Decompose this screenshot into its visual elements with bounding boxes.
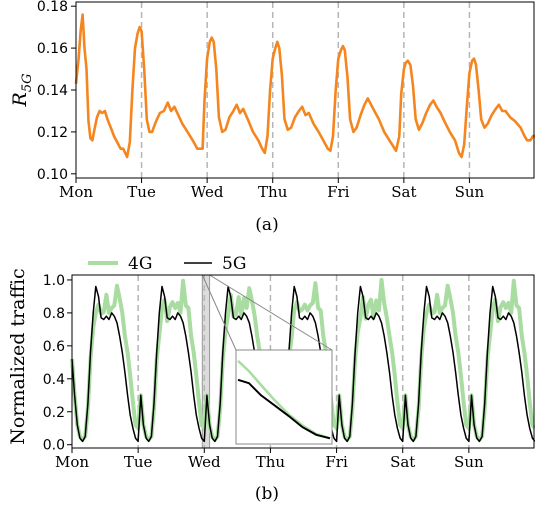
b-xtick-label-0: Mon — [55, 453, 89, 471]
a-ylabel: R5G — [9, 74, 35, 108]
b-xtick-label-6: Sun — [454, 453, 484, 471]
legend-4g-label: 4G — [128, 254, 152, 274]
a-xtick-label-6: Sun — [455, 183, 485, 201]
b-ylabel: Normalized traffic — [7, 268, 29, 444]
a-xtick-label-5: Sat — [391, 183, 416, 201]
b-xtick-label-2: Wed — [188, 453, 221, 471]
a-xtick-label-2: Wed — [191, 183, 224, 201]
b-ytick-label-0: 0.0 — [43, 438, 65, 454]
b-inset-connector-top — [201, 274, 237, 351]
a-xtick-label-1: Tue — [127, 183, 156, 201]
a-ytick-label-0: 0.10 — [37, 167, 68, 183]
a-series-line — [74, 13, 535, 159]
legend-5g-label: 5G — [222, 254, 246, 274]
b-ytick-label-5: 1.0 — [43, 273, 65, 289]
a-caption: (a) — [255, 215, 278, 235]
b-inset-frame — [235, 349, 333, 445]
b-caption: (b) — [255, 484, 279, 504]
a-xtick-label-3: Thu — [258, 183, 288, 201]
b-ytick-label-1: 0.2 — [43, 405, 65, 421]
b-xtick-label-5: Sat — [390, 453, 415, 471]
b-xtick-label-4: Fri — [325, 453, 348, 471]
b-xtick-label-3: Thu — [256, 453, 286, 471]
a-xtick-label-0: Mon — [59, 183, 93, 201]
b-inset-5g-line — [237, 378, 331, 440]
b-ytick-label-4: 0.8 — [43, 306, 65, 322]
b-ytick-label-2: 0.4 — [43, 372, 65, 388]
a-ytick-label-3: 0.16 — [37, 41, 68, 57]
b-plot-frame — [71, 274, 535, 449]
a-xtick-label-4: Fri — [327, 183, 350, 201]
b-series-5g-line — [71, 285, 535, 443]
a-ytick-label-2: 0.14 — [37, 83, 68, 99]
b-xtick-label-1: Tue — [124, 453, 153, 471]
b-ytick-label-3: 0.6 — [43, 339, 65, 355]
a-ytick-label-4: 0.18 — [37, 0, 68, 15]
a-ytick-label-1: 0.12 — [37, 125, 68, 141]
b-inset-connector-right — [209, 274, 333, 351]
